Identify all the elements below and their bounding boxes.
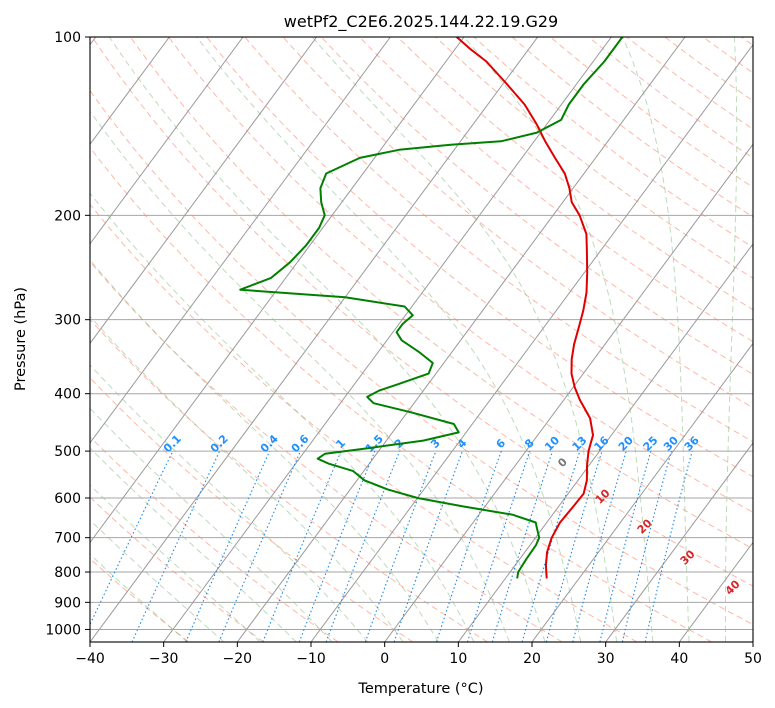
mixing-ratio-line (393, 450, 463, 642)
moist-adiabat-line (622, 37, 690, 642)
moist-adiabat-line (90, 519, 225, 642)
moist-adiabat-line (90, 364, 369, 642)
isotherm-line (163, 37, 612, 642)
y-axis: 1000 900 800 700 600 500 400 300 200 100 (45, 30, 90, 638)
mixing-ratio-line (218, 450, 302, 642)
mixing-ratio-line (644, 450, 693, 642)
y-tick-label: 900 (54, 595, 81, 611)
mixing-ratio-line (90, 450, 174, 626)
dry-adiabat-line (320, 37, 753, 375)
x-tick-label: 40 (670, 651, 688, 667)
mixing-ratio-line (621, 450, 672, 642)
moist-adiabat-line (724, 37, 738, 642)
x-tick-label: 50 (744, 651, 762, 667)
moist-adiabat-line (90, 447, 297, 642)
isotherm-line (531, 342, 753, 642)
mixing-ratio-line (491, 450, 554, 642)
temperature-line (456, 37, 594, 579)
x-tick-label: 10 (449, 651, 467, 667)
y-tick-label: 400 (54, 387, 81, 403)
x-tick-label: −20 (223, 651, 253, 667)
mixing-ratio-line (435, 450, 502, 642)
dry-adiabat-line (473, 37, 753, 248)
moist-adiabat-line (311, 37, 618, 642)
y-tick-label: 700 (54, 531, 81, 547)
moist-adiabat-line (90, 407, 333, 642)
isotherm-line (310, 43, 753, 642)
moist-adiabat-line (90, 553, 188, 642)
y-tick-label: 800 (54, 565, 81, 581)
moist-adiabat-line (90, 259, 439, 642)
moist-adiabat-line (90, 484, 261, 642)
y-tick-label: 200 (54, 208, 81, 224)
mixing-ratio-line (131, 450, 221, 642)
mixing-ratio-line (466, 450, 531, 642)
mixing-ratio-line (185, 450, 271, 642)
isotherm-line (605, 442, 753, 642)
x-tick-label: 0 (380, 651, 389, 667)
dry-adiabat-line (511, 37, 753, 218)
isotherm-line (236, 37, 686, 642)
dewpoint-line (239, 37, 624, 579)
mixing-ratio-line (599, 450, 652, 642)
dry-adiabat-line (90, 496, 264, 642)
isotherm-line (90, 37, 539, 642)
y-axis-label: Pressure (hPa) (13, 287, 29, 391)
x-tick-label: −40 (75, 651, 105, 667)
y-tick-label: 600 (54, 491, 81, 507)
y-tick-label: 100 (54, 30, 81, 46)
x-tick-label: 20 (523, 651, 541, 667)
mixing-ratio-line (545, 450, 603, 642)
x-tick-label: 30 (597, 651, 615, 667)
dry-adiabat-line (90, 203, 638, 642)
plot-frame (89, 36, 754, 643)
isotherm-line (90, 37, 465, 544)
dry-adiabat-line (206, 37, 753, 478)
moist-adiabat-line (90, 315, 404, 642)
dry-adiabat-line (588, 37, 753, 159)
y-tick-label: 300 (54, 313, 81, 329)
moist-adiabat-line (90, 110, 510, 642)
dry-adiabat-label-background (90, 422, 92, 434)
dry-adiabat-line (90, 376, 414, 642)
isotherm-line (90, 37, 170, 146)
dry-adiabat-line (550, 37, 753, 188)
isotherm-line (90, 37, 318, 345)
background-reference-lines (90, 37, 753, 642)
y-tick-label: 1000 (45, 622, 81, 638)
x-axis-label: Temperature (°C) (357, 681, 483, 697)
x-axis: −40 −30 −20 −10 0 10 20 30 40 50 (75, 642, 762, 667)
isotherm-line (90, 37, 244, 245)
x-tick-label: −30 (149, 651, 179, 667)
mixing-ratio-line (572, 450, 627, 642)
mixing-ratio-line (364, 450, 437, 642)
moist-adiabat-line (108, 37, 546, 642)
dry-adiabat-line (282, 37, 753, 409)
chart-title: wetPf2_C2E6.2025.144.22.19.G29 (284, 12, 558, 32)
x-tick-label: −10 (296, 651, 326, 667)
y-tick-label: 500 (54, 444, 81, 460)
dry-adiabat-line (359, 37, 753, 343)
moist-adiabat-line (463, 37, 654, 642)
isotherm-line (384, 143, 753, 642)
dry-adiabat-line (129, 37, 753, 550)
moist-adiabat-line (196, 37, 582, 642)
dry-adiabat-line (90, 89, 753, 626)
profile-lines (239, 37, 624, 579)
dry-adiabat-line (168, 37, 753, 513)
isotherm-line (90, 37, 391, 444)
isotherm-line (457, 242, 753, 642)
mixing-ratio-line (521, 450, 581, 642)
